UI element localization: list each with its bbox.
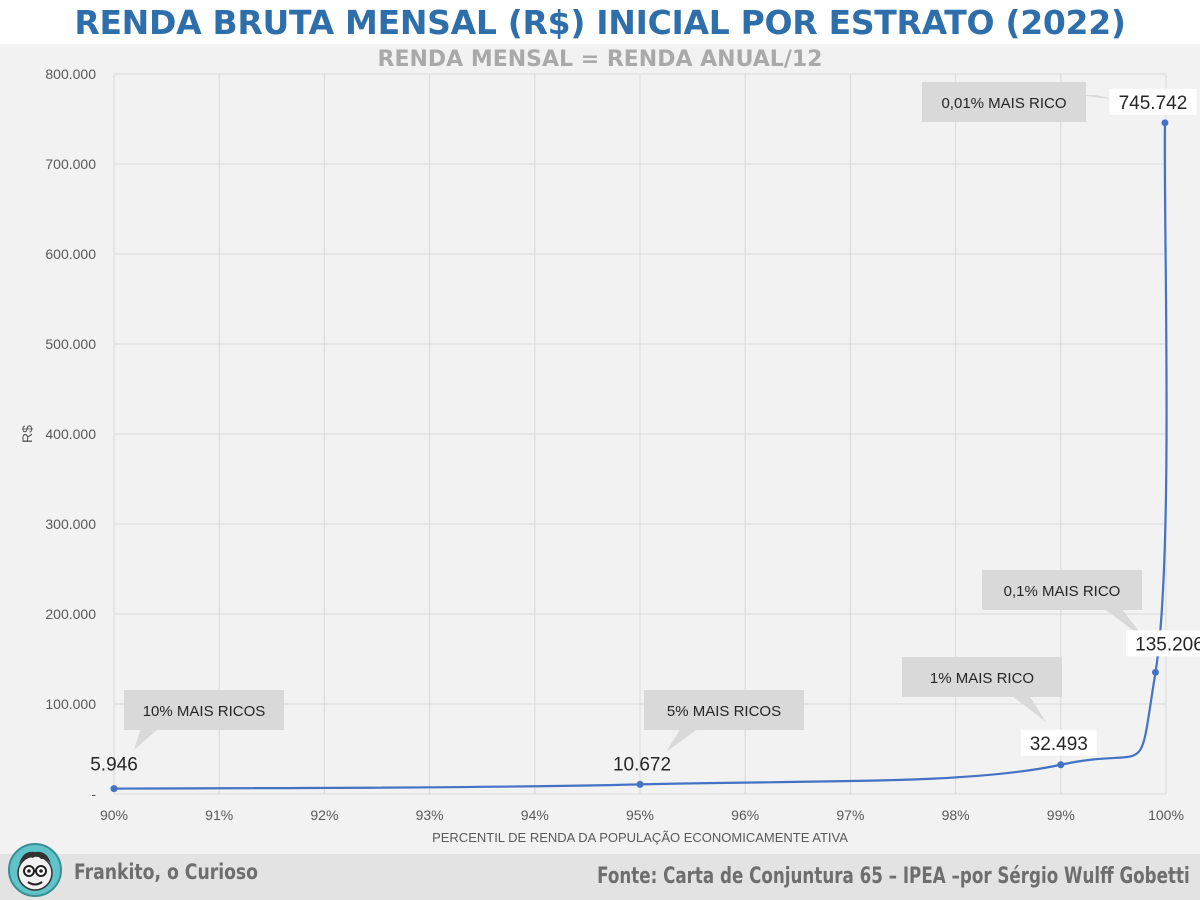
data-label: 10.672	[613, 754, 671, 775]
data-point	[1161, 119, 1169, 127]
x-tick-label: 98%	[942, 807, 970, 823]
y-tick-label: 800.000	[45, 66, 96, 82]
y-tick-label: 500.000	[45, 336, 96, 352]
x-tick-label: 90%	[100, 807, 128, 823]
data-point	[1151, 668, 1159, 676]
data-label: 5.946	[90, 755, 138, 776]
y-tick-label: 200.000	[45, 606, 96, 622]
data-point	[1057, 761, 1065, 769]
y-tick-label: 400.000	[45, 426, 96, 442]
y-tick-label: -	[91, 786, 96, 802]
data-point	[110, 785, 118, 793]
x-tick-label: 92%	[310, 807, 338, 823]
data-label-bg	[1125, 630, 1200, 657]
data-label: 135.206	[1135, 634, 1200, 655]
y-tick-label: 700.000	[45, 156, 96, 172]
x-tick-label: 96%	[731, 807, 759, 823]
callout-pointer	[1077, 95, 1120, 100]
series-line	[113, 122, 1168, 790]
callout-pointer	[666, 728, 699, 752]
y-tick-label: 300.000	[45, 516, 96, 532]
footer-source: Fonte: Carta de Conjuntura 65 – IPEA –po…	[597, 864, 1190, 889]
data-label-bg	[1020, 729, 1097, 756]
x-tick-label: 91%	[205, 807, 233, 823]
chart-subtitle: RENDA MENSAL = RENDA ANUAL/12	[377, 47, 823, 72]
annotation-label: 0,01% MAIS RICO	[941, 95, 1066, 112]
data-label: 745.742	[1119, 93, 1188, 114]
x-tick-label: 93%	[416, 807, 444, 823]
callout-pointer	[1011, 695, 1046, 722]
callout-box	[902, 657, 1062, 697]
data-point	[636, 780, 644, 788]
footer-bar	[0, 854, 1200, 900]
annotation-label: 1% MAIS RICO	[930, 670, 1034, 687]
data-label-bg	[1109, 88, 1197, 115]
x-tick-label: 94%	[521, 807, 549, 823]
annotation-label: 5% MAIS RICOS	[667, 703, 781, 720]
x-tick-label: 97%	[836, 807, 864, 823]
annotation-label: 0,1% MAIS RICO	[1004, 583, 1121, 600]
x-axis-title: PERCENTIL DE RENDA DA POPULAÇÃO ECONOMIC…	[432, 830, 848, 845]
data-label: 32.493	[1030, 734, 1088, 755]
frankito-avatar-icon	[8, 843, 62, 897]
callout-pointer	[134, 728, 159, 750]
annotation-label: 10% MAIS RICOS	[143, 703, 266, 720]
chart-title: RENDA BRUTA MENSAL (R$) INICIAL POR ESTR…	[74, 3, 1126, 42]
callout-box	[124, 690, 284, 730]
x-tick-label: 99%	[1047, 807, 1075, 823]
y-tick-label: 600.000	[45, 246, 96, 262]
y-axis-title: R$	[19, 425, 35, 443]
y-tick-label: 100.000	[45, 696, 96, 712]
callout-box	[644, 690, 804, 730]
x-tick-label: 95%	[626, 807, 654, 823]
footer-author: Frankito, o Curioso	[74, 860, 259, 884]
callout-box	[982, 570, 1142, 610]
x-tick-label: 100%	[1148, 807, 1184, 823]
callout-box	[922, 82, 1086, 122]
